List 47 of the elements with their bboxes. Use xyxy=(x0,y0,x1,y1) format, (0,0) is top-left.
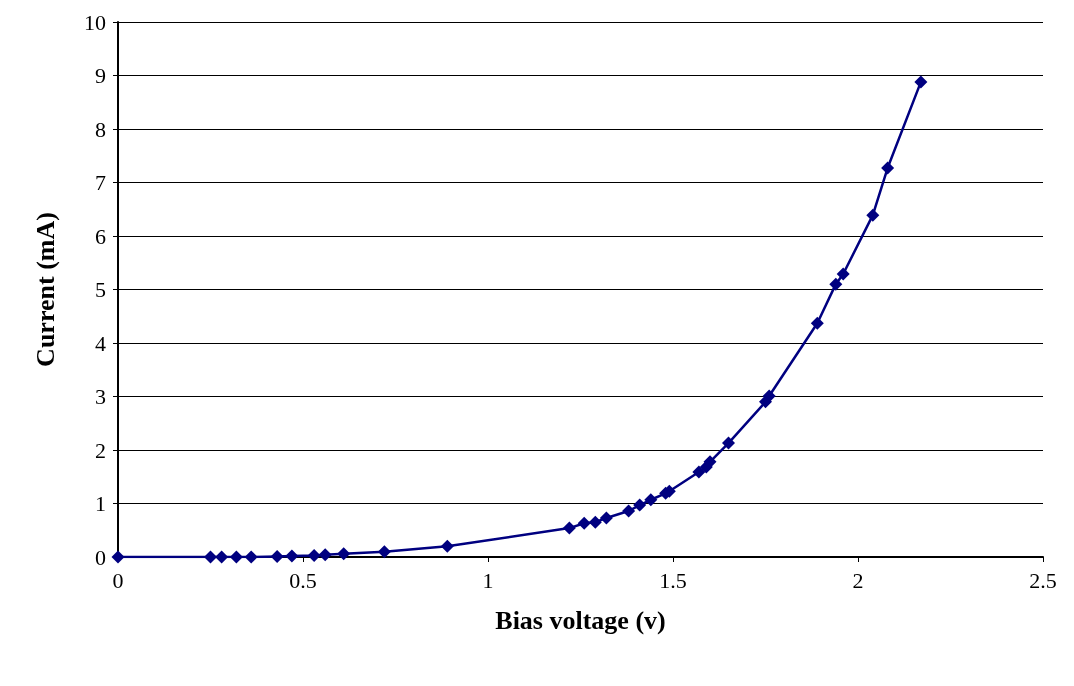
point xyxy=(562,521,576,535)
y-tick-label: 9 xyxy=(95,63,106,88)
point xyxy=(692,465,706,479)
x-axis-title: Bias voltage (v) xyxy=(495,605,666,635)
y-tick-label: 8 xyxy=(95,116,106,142)
x-tick-label: 2 xyxy=(852,567,864,593)
x-tick-label: 1.5 xyxy=(659,567,687,593)
y-tick-label: 5 xyxy=(95,277,106,302)
x-tick-label: 0.5 xyxy=(289,567,317,593)
y-tick-label: 1 xyxy=(95,491,106,516)
point xyxy=(914,75,928,89)
point xyxy=(633,498,647,512)
point xyxy=(577,516,591,530)
point xyxy=(881,161,895,175)
point xyxy=(270,549,284,563)
point xyxy=(204,550,217,564)
point xyxy=(337,547,351,561)
point xyxy=(599,511,613,525)
point xyxy=(377,545,391,559)
y-tick-label: 7 xyxy=(95,170,106,195)
y-tick-label: 0 xyxy=(95,544,106,570)
point xyxy=(866,208,880,222)
point xyxy=(836,267,850,281)
y-tick-label: 2 xyxy=(95,437,106,463)
x-tick-label: 1 xyxy=(482,567,494,593)
point xyxy=(229,550,243,564)
point xyxy=(215,550,229,564)
point xyxy=(762,389,776,403)
point xyxy=(285,549,299,563)
point xyxy=(111,550,125,564)
point xyxy=(440,539,454,553)
y-tick-label: 10 xyxy=(84,9,106,35)
y-tick-label: 4 xyxy=(95,330,106,356)
y-axis-title: Current (mA) xyxy=(30,212,60,367)
point xyxy=(644,493,658,507)
point xyxy=(307,548,321,562)
point xyxy=(810,316,824,330)
y-tick-label: 3 xyxy=(95,384,106,409)
point xyxy=(318,548,332,562)
point xyxy=(622,504,636,518)
x-tick-label: 0 xyxy=(112,567,124,593)
point xyxy=(722,436,735,450)
point xyxy=(588,515,602,529)
point xyxy=(829,277,843,291)
x-tick-label: 2.5 xyxy=(1029,567,1057,593)
point xyxy=(244,550,258,564)
y-tick-label: 6 xyxy=(95,223,106,249)
